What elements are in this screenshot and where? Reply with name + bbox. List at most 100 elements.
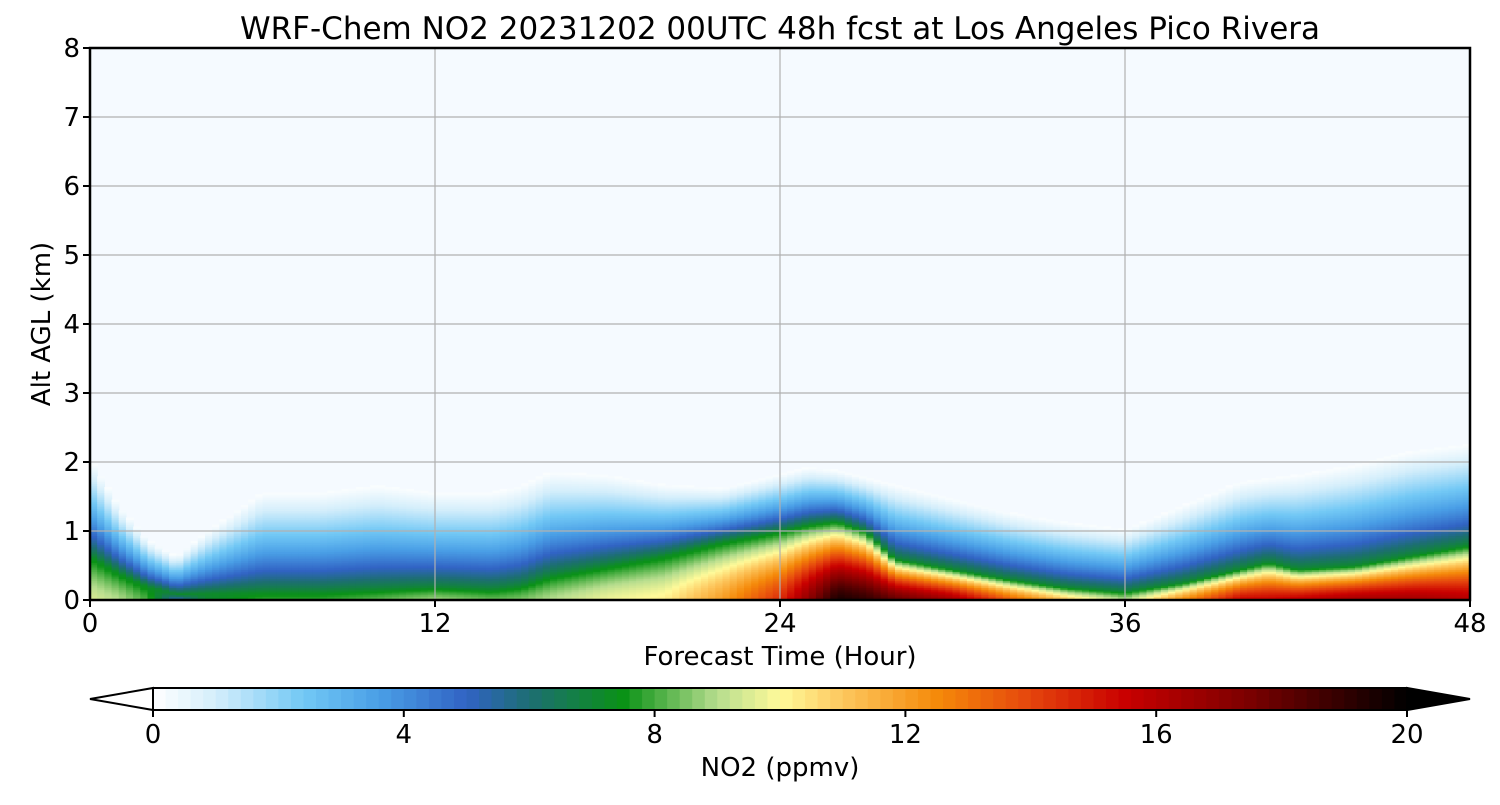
heatmap-cell [420,574,429,578]
heatmap-cell [636,497,645,501]
heatmap-cell [600,478,609,481]
heatmap-cell [118,555,127,558]
heatmap-cell [269,564,278,567]
heatmap-cell [514,526,522,529]
heatmap-cell [240,542,249,545]
heatmap-cell [571,596,580,599]
heatmap-cell [621,512,630,515]
heatmap-cell [312,528,321,531]
heatmap-cell [190,562,199,565]
heatmap-cell [614,546,623,549]
heatmap-cell [90,594,98,598]
heatmap-cell [377,574,386,578]
heatmap-cell [643,589,652,592]
heatmap-cell [514,488,522,492]
heatmap-cell [240,533,249,537]
heatmap-cell [97,582,105,585]
heatmap-cell [341,522,350,526]
heatmap-cell [550,591,558,594]
heatmap-cell [686,544,695,547]
heatmap-cell [219,585,228,589]
heatmap-cell [593,522,601,526]
heatmap-cell [348,508,357,511]
heatmap-cell [607,513,616,517]
heatmap-cell [161,564,170,567]
heatmap-cell [334,492,343,495]
heatmap-cell [657,540,666,544]
heatmap-cell [470,499,479,502]
heatmap-cell [478,580,486,583]
heatmap-cell [679,546,688,549]
heatmap-cell [183,547,192,551]
heatmap-cell [90,531,98,535]
heatmap-cell [147,594,156,598]
heatmap-cell [399,542,407,545]
heatmap-cell [205,542,213,545]
heatmap-cell [665,569,673,572]
heatmap-cell [363,521,371,524]
heatmap-cell [125,562,134,565]
heatmap-cell [262,571,271,574]
heatmap-cell [571,591,580,594]
heatmap-cell [435,569,443,572]
heatmap-cell [262,549,271,553]
heatmap-cell [111,546,120,549]
heatmap-cell [97,585,105,589]
heatmap-cell [449,513,458,517]
heatmap-cell [571,506,580,510]
heatmap-cell [305,591,314,594]
heatmap-cell [650,556,659,560]
heatmap-cell [506,539,515,542]
heatmap-cell [147,580,156,583]
heatmap-cell [420,576,429,580]
heatmap-cell [492,596,501,599]
heatmap-cell [341,528,350,531]
heatmap-cell [240,596,249,599]
heatmap-cell [521,501,530,504]
heatmap-cell [621,504,630,508]
heatmap-cell [693,562,702,565]
heatmap-cell [341,591,350,594]
heatmap-cell [521,556,530,560]
heatmap-cell [197,585,206,589]
heatmap-cell [643,483,652,486]
heatmap-cell [442,539,450,542]
heatmap-cell [233,535,242,538]
heatmap-cell [665,510,673,513]
heatmap-cell [420,578,429,581]
heatmap-cell [686,547,695,551]
heatmap-cell [693,539,702,542]
heatmap-cell [226,594,235,598]
heatmap-cell [614,555,623,558]
heatmap-cell [693,510,702,513]
heatmap-cell [334,565,343,569]
heatmap-cell [593,574,601,578]
heatmap-cell [463,521,472,524]
heatmap-cell [514,564,522,567]
heatmap-cell [600,562,609,565]
heatmap-cell [686,594,695,598]
heatmap-cell [248,549,256,553]
heatmap-cell [557,571,565,574]
heatmap-cell [485,558,494,562]
heatmap-cell [327,504,335,508]
heatmap-cell [693,589,702,592]
heatmap-cell [672,519,680,522]
heatmap-cell [456,573,465,576]
heatmap-cell [377,517,386,520]
heatmap-cell [600,569,609,572]
heatmap-cell [657,560,666,563]
heatmap-cell [276,495,285,499]
heatmap-cell [571,565,580,569]
heatmap-cell [492,508,501,511]
heatmap-cell [104,551,113,554]
heatmap-cell [585,478,594,481]
heatmap-cell [629,488,637,492]
heatmap-cell [564,562,573,565]
heatmap-cell [650,483,659,486]
heatmap-cell [585,592,594,596]
heatmap-cell [499,555,508,558]
heatmap-cell [528,494,537,497]
heatmap-cell [492,585,501,589]
heatmap-cell [370,490,379,493]
